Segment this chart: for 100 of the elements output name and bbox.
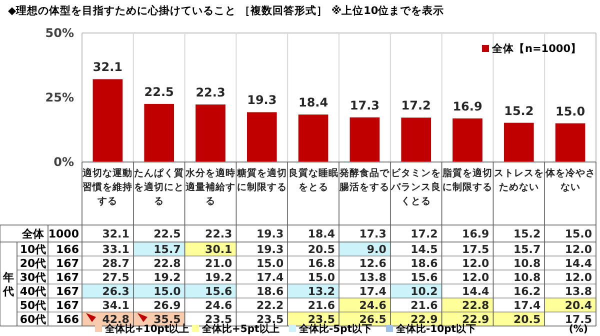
data-label: 27.5 (102, 270, 130, 284)
y2-tick-label: 167 (56, 256, 79, 270)
data-label: 19.3 (247, 93, 277, 108)
data-label: 14.4 (564, 256, 592, 270)
data-label: 16.9 (462, 227, 490, 240)
annotation: 全体比-10pt以下 (395, 323, 476, 335)
x-tick-label: 体を冷やさない (544, 167, 596, 193)
data-label: 13.2 (308, 284, 335, 298)
data-label: 22.8 (154, 256, 181, 270)
bar (298, 114, 328, 162)
data-label: 26.3 (102, 284, 130, 298)
bar (144, 104, 174, 162)
data-label: 17.5 (462, 242, 490, 256)
data-label: 19.2 (205, 270, 232, 284)
data-label: 15.0 (154, 284, 182, 298)
y-tick-label: 20代 (20, 256, 46, 270)
legend-label: 全体【n=1000】 (491, 42, 582, 55)
data-label: 21.6 (308, 298, 336, 312)
data-label: 32.1 (92, 60, 123, 74)
bar (350, 117, 380, 162)
annotation: 全体比+5pt以上 (201, 323, 280, 335)
data-label: 15.7 (154, 242, 181, 256)
data-label: 13.8 (564, 284, 592, 298)
y2-tick-label: 167 (56, 270, 79, 284)
data-label: 17.4 (513, 298, 541, 312)
data-label: 15.7 (513, 242, 541, 256)
x-tick-label: ビタミンをバランス良くとる (390, 167, 442, 207)
y2-tick-label: 167 (56, 298, 79, 312)
data-label: 18.4 (308, 227, 336, 240)
data-label: 13.8 (359, 270, 386, 284)
y-tick-label: 60代 (20, 312, 46, 326)
y-tick-label: 30代 (20, 270, 46, 284)
y2-tick-label: 1000 (48, 227, 80, 240)
data-label: 15.6 (410, 270, 438, 284)
data-label: 17.3 (350, 98, 380, 112)
bar (555, 123, 586, 162)
bar (401, 118, 432, 162)
y2-tick-label: 166 (56, 242, 80, 256)
data-label: 26.9 (154, 298, 181, 312)
bar (92, 79, 123, 162)
annotation: 全体比+10pt以上 (104, 323, 190, 335)
data-label: 22.3 (205, 227, 232, 240)
data-label: 20.5 (308, 242, 335, 256)
data-label: 12.0 (564, 242, 592, 256)
data-label: 33.1 (102, 242, 130, 256)
data-label: 17.4 (256, 270, 284, 284)
y-tick-label: 10代 (20, 242, 46, 256)
data-label: 15.6 (205, 284, 233, 298)
y-tick-label: 40代 (20, 284, 46, 298)
data-label: 15.2 (504, 104, 534, 118)
y-tick-label: 0% (54, 155, 74, 170)
x-tick-label: 良質な睡眠をとる (288, 167, 338, 193)
data-label: 28.7 (102, 256, 130, 270)
data-label: 15.0 (564, 227, 592, 240)
data-label: 9.0 (366, 242, 387, 256)
data-label: 12.6 (359, 256, 387, 270)
y-tick-label: 50代 (20, 298, 46, 312)
y-axis-title: 年代 (2, 270, 14, 298)
data-label: 17.2 (401, 98, 431, 113)
x-tick-label: ストレスをためない (494, 168, 544, 193)
data-label: 10.8 (513, 256, 541, 270)
y2-tick-label: 167 (56, 284, 79, 298)
data-label: 14.5 (410, 242, 438, 256)
data-label: 21.6 (410, 298, 438, 312)
data-label: 18.6 (256, 284, 284, 298)
bar (452, 118, 482, 162)
data-label: 16.2 (513, 284, 541, 298)
data-label: 21.0 (205, 256, 233, 270)
data-label: 15.0 (256, 256, 284, 270)
x-tick-label: 適切な運動習慣を維持する (82, 167, 133, 207)
data-label: 12.0 (462, 270, 490, 284)
x-tick-label: 脂質を適切に制限する (442, 167, 492, 193)
data-label: 14.4 (462, 284, 490, 298)
data-label: 15.0 (308, 270, 336, 284)
data-label: 12.0 (462, 256, 490, 270)
x-tick-label: 発酵食品で腸活をする (338, 167, 391, 193)
data-label: 10.8 (513, 270, 541, 284)
data-label: 16.8 (308, 256, 335, 270)
data-label: 19.2 (154, 270, 181, 284)
data-label: 32.1 (102, 227, 130, 240)
bar (504, 122, 534, 162)
y-tick-label: 50% (45, 26, 74, 40)
data-label: 20.5 (513, 312, 541, 326)
data-label: 16.9 (452, 99, 482, 114)
data-label: 19.3 (256, 227, 284, 240)
annotation: (%) (568, 324, 588, 335)
bar (196, 104, 226, 162)
data-label: 17.3 (359, 227, 386, 240)
data-label: 15.2 (513, 227, 541, 240)
data-label: 15.0 (555, 104, 586, 118)
x-tick-label: 水分を適時適量補給する (184, 167, 236, 207)
data-label: 24.6 (359, 298, 387, 312)
data-label: 30.1 (205, 242, 232, 256)
bar (246, 112, 277, 162)
data-label: 12.0 (564, 270, 592, 284)
data-label: 20.4 (564, 298, 592, 312)
data-label: 22.8 (462, 298, 490, 312)
x-tick-label: 糖質を適切に制限する (236, 167, 287, 193)
data-label: 22.5 (154, 227, 181, 240)
y2-tick-label: 166 (56, 312, 80, 326)
